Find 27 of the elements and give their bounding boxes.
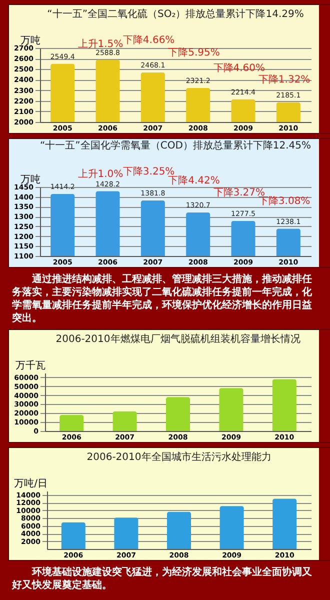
text: 上升1.0% — [78, 168, 124, 180]
bar — [61, 522, 86, 549]
chart-title: 2006-2010年全国城市生活污水处理能力 — [86, 451, 272, 463]
y-axis-title: 万千瓦 — [16, 360, 46, 372]
chart-title: 2006-2010年燃煤电厂烟气脱硫机组装机容量增长情况 — [56, 333, 300, 345]
bar — [166, 397, 190, 431]
bar — [272, 498, 297, 549]
y-axis-title: 万吨 — [20, 34, 40, 46]
annotation: 下降5.95% — [168, 46, 220, 59]
bar — [112, 411, 137, 431]
chart-title: “十一五”全国化学需氧量（COD）排放总量累计下降12.45% — [40, 139, 312, 152]
text: 环境基础设施建设突飞猛进，为经济发展和社会事业全面协调又好又快发展奠定基础。 — [12, 566, 313, 592]
text: 通过推进结构减排、工程减排、管理减排三大措施，推动减排任务落实，主要污染物减排实现了二氧化硫减排任务提前一年完成，化学需氧量减排任务提前半年完成，环境保护优化经济增长的作用日益突出。 — [12, 273, 313, 325]
y-axis-title: 万吨 — [20, 174, 40, 186]
chart-title: “十一五”全国二氧化硫（SO₂）排放总量累计下降14.29% — [47, 8, 304, 20]
annotation: 上升1.5% — [78, 38, 124, 50]
y-axis-title: 万吨/日 — [14, 478, 48, 490]
bar — [167, 512, 191, 549]
bar — [219, 388, 244, 431]
annotation: 下降3.08% — [258, 195, 310, 208]
bar — [60, 414, 84, 431]
text: 下降4.66% — [122, 34, 175, 46]
annotation: 下降1.32% — [258, 73, 310, 86]
annotation: 下降4.60% — [213, 62, 266, 74]
bar — [114, 518, 138, 549]
bar — [220, 506, 244, 549]
bar — [272, 379, 296, 431]
